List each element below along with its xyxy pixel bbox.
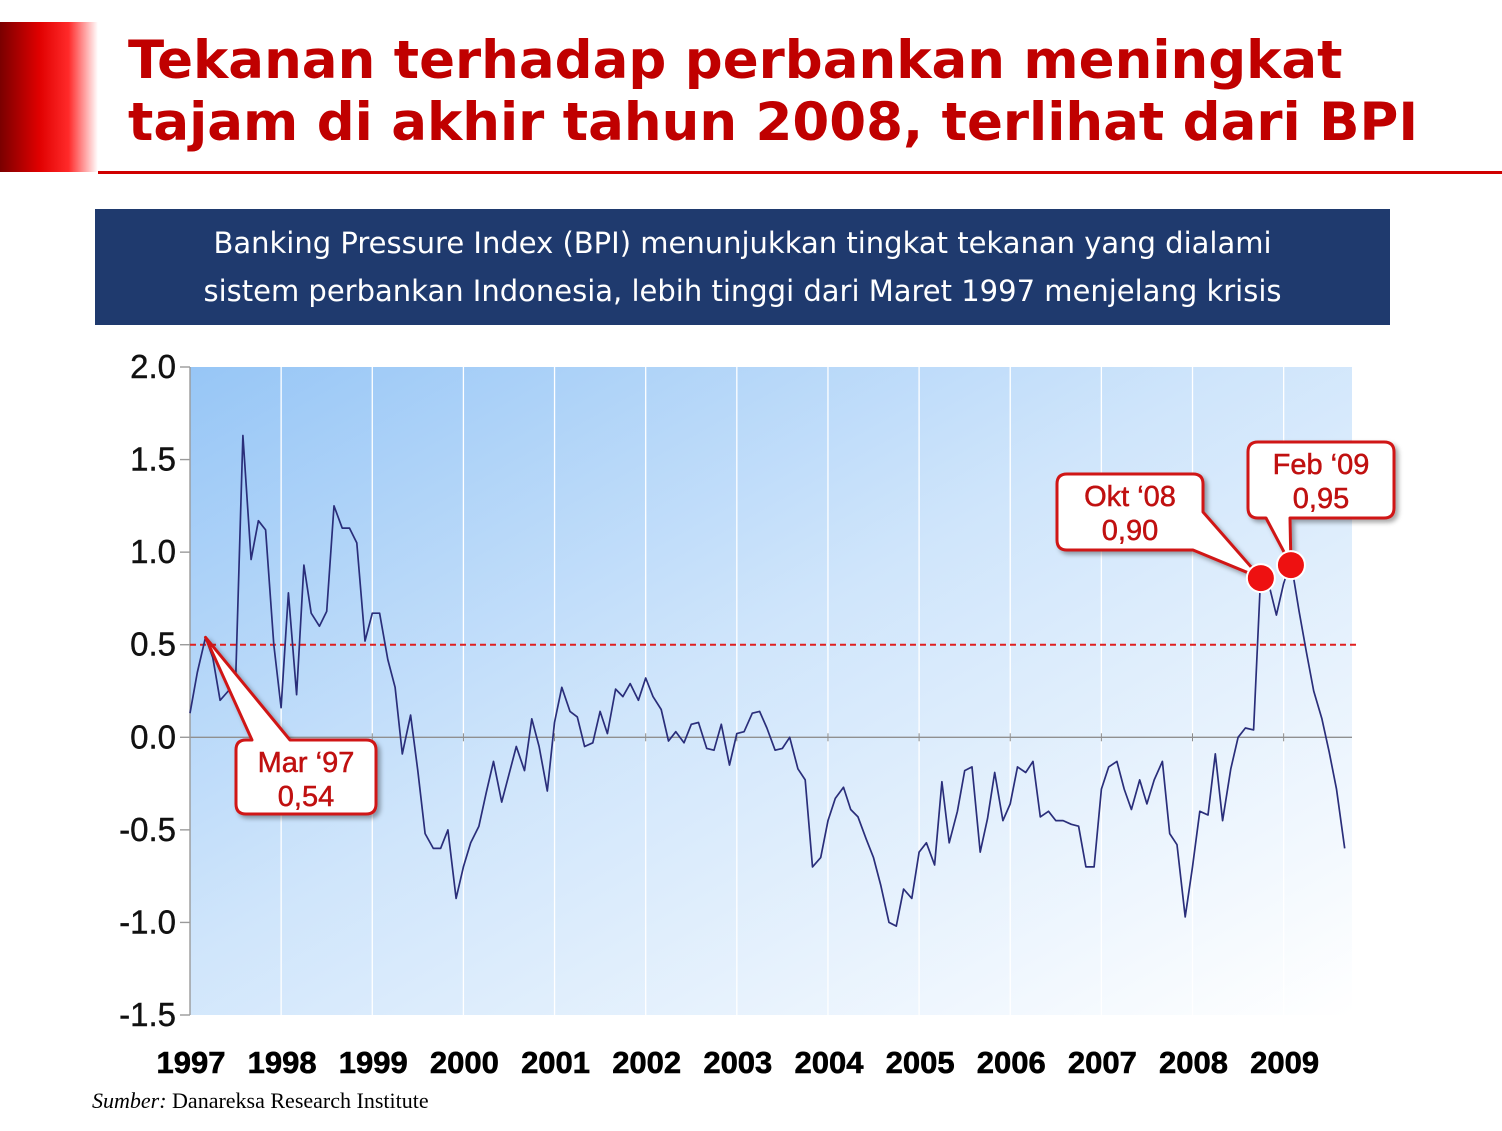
callout-label-feb-09: Feb ‘09 (1273, 449, 1370, 481)
x-tick-label-2009: 2009 (1250, 1045, 1319, 1080)
callout-label-okt-08: Okt ‘08 (1084, 481, 1176, 513)
bpi-series-line (189, 434, 1346, 927)
annotation-layer: Mar ‘970,54 Okt ‘080,90 Feb ‘090,95 (203, 440, 1396, 816)
x-tick-label-2006: 2006 (977, 1045, 1046, 1080)
callout-label-mar-97: Mar ‘97 (258, 747, 355, 779)
grid-lines (280, 367, 1285, 1015)
x-tick-label-1997: 1997 (157, 1045, 226, 1080)
callout-box-mar-97 (203, 635, 378, 816)
axes: 1997 1998 1999 2000 2001 2002 2003 2004 2005 2006… (119, 348, 1352, 1080)
x-tick-label-2000: 2000 (430, 1045, 499, 1080)
callout-value-mar-97: 0,54 (278, 781, 334, 813)
x-tick-label-1998: 1998 (248, 1045, 317, 1080)
subtitle-box: Banking Pressure Index (BPI) menunjukkan… (95, 209, 1390, 325)
x-tick-label-2001: 2001 (521, 1045, 590, 1080)
marker-okt-08 (1245, 563, 1276, 594)
callout-box-feb-09 (1246, 440, 1396, 567)
x-tick-label-1999: 1999 (339, 1045, 408, 1080)
y-tick-label-1.0: 1.0 (130, 533, 176, 570)
x-tick-label-2003: 2003 (703, 1045, 772, 1080)
y-tick-label--1.5: -1.5 (119, 996, 176, 1033)
callout-value-feb-09: 0,95 (1293, 483, 1349, 515)
y-tick-label-1.5: 1.5 (130, 441, 176, 478)
x-tick-label-2004: 2004 (794, 1045, 864, 1080)
plot-area (190, 367, 1352, 1015)
y-tick-label-0.0: 0.0 (130, 718, 176, 755)
callout-okt-08 (1055, 472, 1263, 580)
slide-title-line-1: Tekanan terhadap perbankan meningkat (128, 30, 1343, 91)
series-layer (189, 434, 1346, 927)
source-note: Sumber: Danareksa Research Institute (92, 1088, 429, 1114)
x-tick-label-2008: 2008 (1159, 1045, 1228, 1080)
y-tick-label--0.5: -0.5 (119, 811, 176, 848)
title-underline (98, 171, 1502, 174)
marker-feb-09 (1275, 550, 1306, 581)
title-accent-bar (0, 22, 98, 172)
callout-value-okt-08: 0,90 (1102, 515, 1158, 547)
callout-mar-97 (203, 635, 378, 816)
callout-box-okt-08 (1055, 472, 1263, 580)
slide-title: Tekanan terhadap perbankan meningkat taj… (128, 30, 1488, 154)
source-prefix: Sumber: (92, 1088, 167, 1113)
callout-feb-09 (1246, 440, 1396, 567)
x-tick-label-2002: 2002 (612, 1045, 681, 1080)
y-tick-label-0.5: 0.5 (130, 626, 176, 663)
subtitle-line-1: Banking Pressure Index (BPI) menunjukkan… (213, 226, 1272, 260)
y-tick-label-2.0: 2.0 (130, 348, 176, 385)
subtitle-line-2: sistem perbankan Indonesia, lebih tinggi… (203, 274, 1282, 308)
source-text: Danareksa Research Institute (166, 1088, 429, 1113)
x-tick-label-2007: 2007 (1068, 1045, 1137, 1080)
x-tick-label-2005: 2005 (886, 1045, 955, 1080)
slide-title-line-2: tajam di akhir tahun 2008, terlihat dari… (128, 92, 1419, 153)
y-tick-label--1.0: -1.0 (119, 903, 176, 940)
